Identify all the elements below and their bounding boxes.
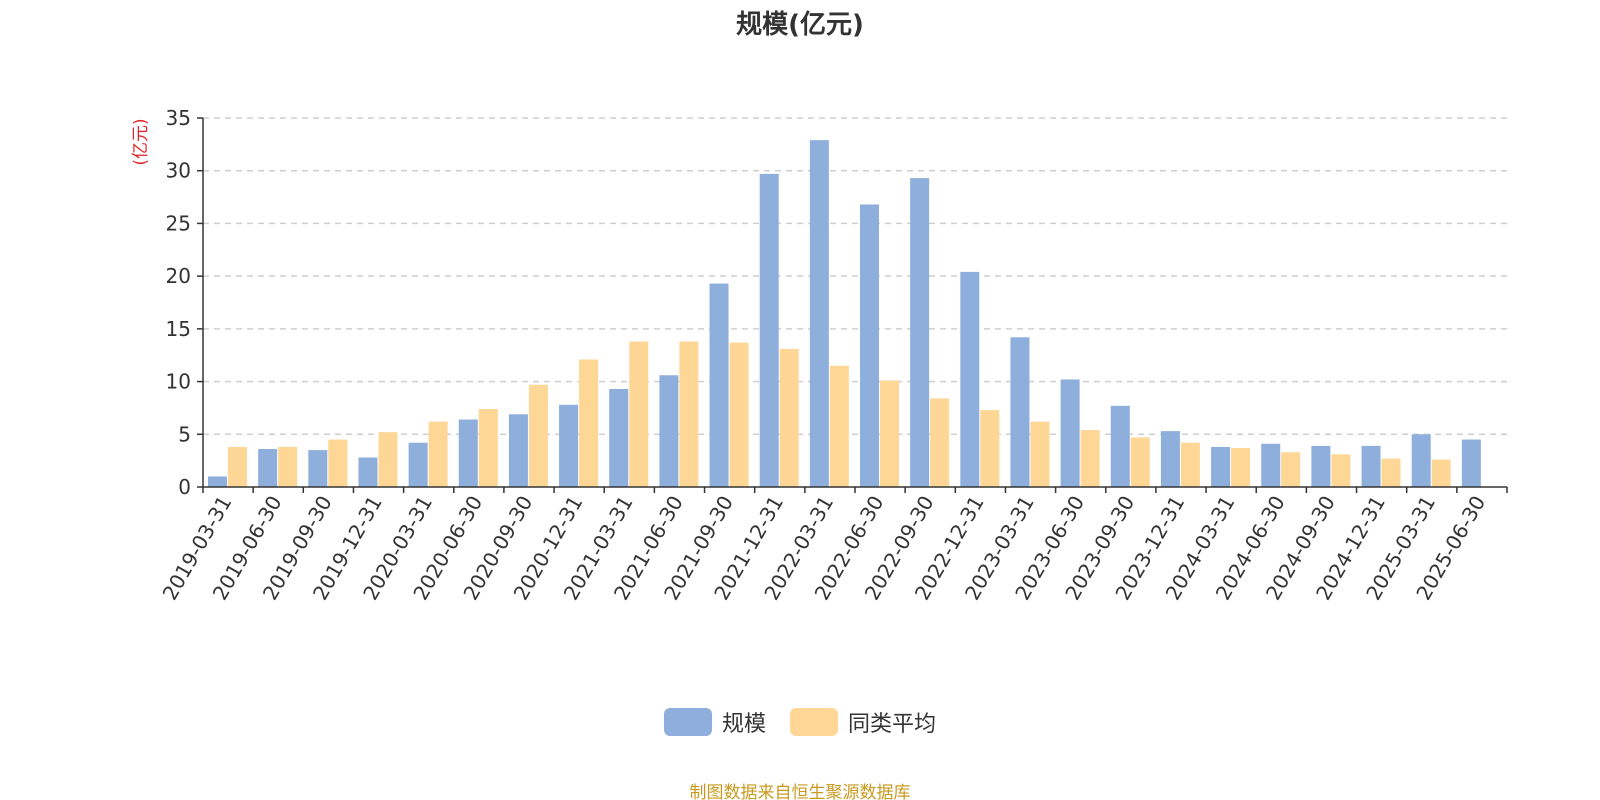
bar-scale[interactable] — [659, 375, 679, 487]
bar-scale[interactable] — [1361, 445, 1381, 487]
y-tick-label: 5 — [178, 422, 191, 446]
bar-scale[interactable] — [258, 449, 278, 487]
y-tick-label: 35 — [166, 106, 191, 130]
bar-scale[interactable] — [1211, 446, 1231, 487]
bar-scale[interactable] — [1110, 405, 1130, 487]
bar-peer-average[interactable] — [1381, 458, 1401, 487]
bar-scale[interactable] — [308, 450, 328, 487]
bar-scale[interactable] — [1411, 434, 1431, 487]
bar-scale[interactable] — [609, 388, 629, 487]
bar-scale[interactable] — [1311, 445, 1331, 487]
bar-scale[interactable] — [809, 140, 829, 487]
bar-peer-average[interactable] — [829, 365, 849, 487]
legend-item-scale[interactable]: 规模 — [663, 706, 766, 738]
bar-peer-average[interactable] — [1080, 430, 1100, 487]
bar-peer-average[interactable] — [478, 408, 498, 487]
bar-peer-average[interactable] — [930, 398, 950, 487]
bars — [208, 140, 1481, 488]
x-tick-labels: 2019-03-312019-06-302019-09-302019-12-31… — [158, 491, 1491, 604]
bar-peer-average[interactable] — [579, 359, 599, 487]
legend-swatch-scale — [663, 708, 712, 736]
bar-peer-average[interactable] — [328, 439, 348, 487]
y-tick-label: 0 — [178, 475, 191, 499]
axes — [197, 117, 1508, 493]
bar-peer-average[interactable] — [1331, 454, 1351, 487]
bar-peer-average[interactable] — [1030, 421, 1050, 487]
bar-scale[interactable] — [759, 173, 779, 487]
y-tick-label: 20 — [166, 264, 191, 288]
legend-label-peer-average: 同类平均 — [848, 712, 937, 737]
bar-peer-average[interactable] — [729, 342, 749, 487]
y-tick-label: 30 — [166, 159, 191, 183]
chart-title: 规模(亿元) — [736, 10, 864, 40]
bar-scale[interactable] — [1160, 431, 1180, 487]
y-tick-label: 10 — [166, 370, 191, 394]
bar-peer-average[interactable] — [679, 341, 699, 487]
bar-peer-average[interactable] — [378, 432, 398, 487]
bar-scale[interactable] — [208, 476, 227, 487]
bar-peer-average[interactable] — [1431, 459, 1451, 487]
bar-scale[interactable] — [1010, 337, 1030, 487]
bar-scale[interactable] — [910, 178, 930, 487]
y-axis-unit-label: (亿元) — [131, 118, 151, 165]
bar-peer-average[interactable] — [880, 380, 899, 487]
bar-scale[interactable] — [1060, 379, 1080, 487]
bar-peer-average[interactable] — [528, 384, 548, 487]
bar-scale[interactable] — [559, 404, 579, 487]
bar-scale[interactable] — [408, 442, 428, 487]
bar-peer-average[interactable] — [1130, 437, 1150, 487]
bar-scale[interactable] — [458, 419, 478, 487]
bar-peer-average[interactable] — [228, 446, 247, 487]
bar-scale[interactable] — [709, 283, 729, 487]
bar-scale[interactable] — [358, 457, 378, 487]
legend: 规模 同类平均 — [0, 706, 1600, 738]
data-source-note: 制图数据来自恒生聚源数据库 — [689, 783, 911, 800]
legend-label-scale: 规模 — [721, 712, 766, 737]
legend-swatch-peer-average — [790, 708, 838, 736]
bar-peer-average[interactable] — [779, 348, 799, 487]
bar-peer-average[interactable] — [629, 341, 649, 487]
bar-scale[interactable] — [508, 414, 528, 487]
bar-peer-average[interactable] — [980, 410, 1000, 487]
bar-scale[interactable] — [860, 204, 879, 488]
grid-lines — [203, 117, 1507, 436]
bar-peer-average[interactable] — [1231, 447, 1251, 487]
bar-scale[interactable] — [960, 271, 980, 487]
y-tick-label: 25 — [166, 211, 191, 235]
bar-peer-average[interactable] — [278, 446, 298, 487]
y-tick-labels: 0 5 10 15 20 25 30 35 — [166, 106, 191, 499]
legend-item-peer-average[interactable]: 同类平均 — [790, 706, 936, 738]
bar-peer-average[interactable] — [1281, 452, 1301, 487]
bar-peer-average[interactable] — [1180, 442, 1200, 487]
y-tick-label: 15 — [166, 317, 191, 341]
bar-scale[interactable] — [1261, 443, 1281, 487]
bar-peer-average[interactable] — [428, 421, 448, 487]
bar-scale[interactable] — [1461, 439, 1481, 487]
